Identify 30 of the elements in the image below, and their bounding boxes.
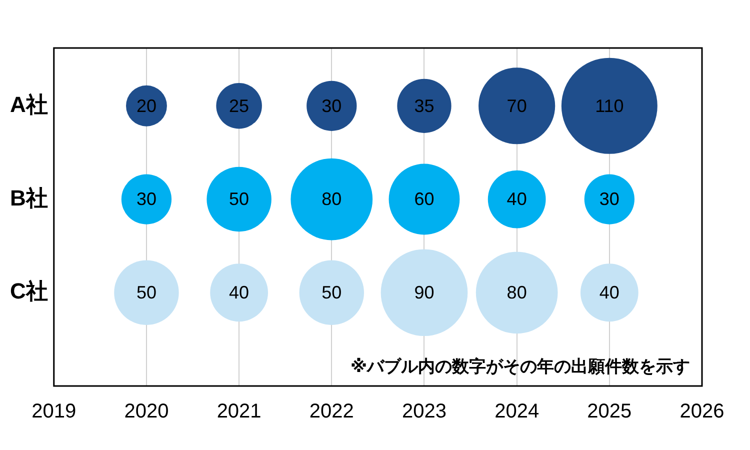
data-label: 50: [322, 282, 342, 303]
data-label: 35: [414, 96, 434, 116]
data-label: 25: [229, 96, 250, 116]
y-tick-label: A社: [10, 92, 48, 117]
data-label: 30: [322, 96, 342, 116]
data-label: 50: [229, 189, 250, 210]
x-tick-label: 2021: [216, 400, 262, 423]
data-label: 20: [136, 96, 156, 116]
x-tick-label: 2023: [402, 400, 446, 423]
data-label: 50: [136, 282, 156, 303]
data-label: 80: [322, 189, 342, 210]
data-label: 40: [599, 282, 620, 303]
data-label: 40: [506, 189, 527, 210]
data-label: 90: [414, 282, 434, 303]
x-tick-label: 2019: [32, 400, 76, 423]
data-label: 40: [229, 282, 250, 303]
y-tick-label: B社: [10, 185, 48, 210]
x-tick-label: 2024: [494, 400, 540, 423]
x-tick-label: 2026: [680, 400, 724, 423]
y-tick-label: C社: [10, 278, 48, 304]
data-label: 110: [595, 96, 624, 116]
data-label: 30: [599, 189, 620, 210]
data-label: 30: [136, 189, 156, 210]
data-label: 80: [506, 282, 527, 303]
data-label: 60: [414, 189, 434, 210]
x-tick-label: 2022: [309, 400, 354, 423]
x-tick-label: 2025: [587, 400, 632, 423]
data-label: 70: [506, 96, 527, 116]
x-tick-label: 2020: [124, 400, 169, 423]
annotation: ※バブル内の数字がその年の出願件数を示す: [350, 357, 690, 376]
